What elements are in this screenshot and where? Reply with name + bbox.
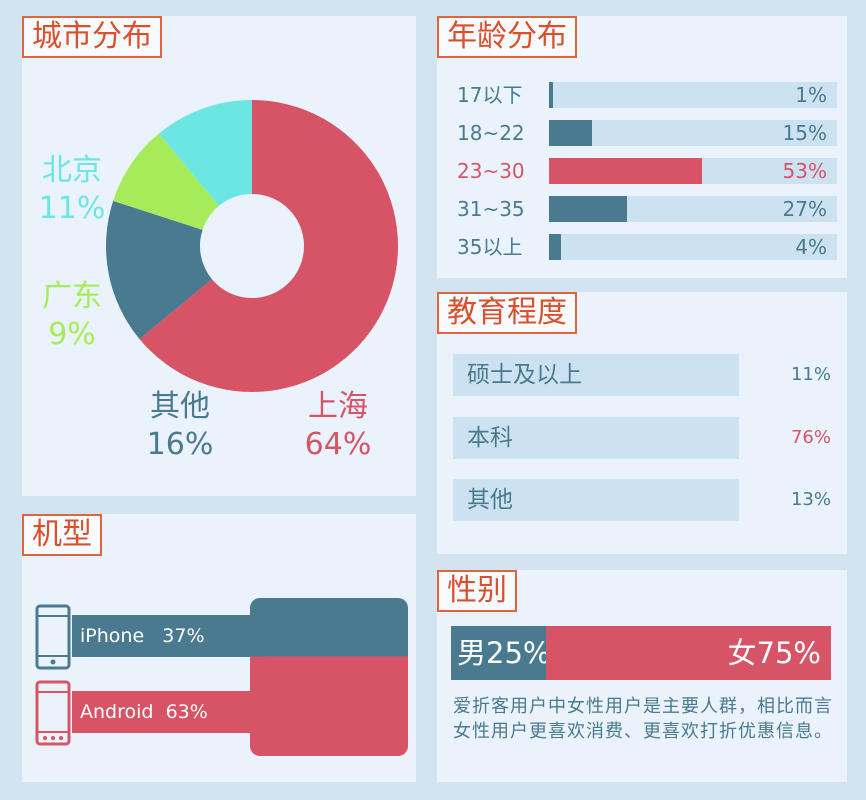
gender-note: 爱折客用户中女性用户是主要人群，相比而言女性用户更喜欢消费、更喜欢打折优惠信息。	[453, 696, 833, 742]
device-box-iphone: iPhone 37%	[72, 615, 266, 657]
pie-slice-北京	[158, 100, 252, 206]
age-value: 27%	[782, 197, 827, 221]
age-bar	[549, 158, 702, 184]
pie-label-beijing-value: 11%	[38, 191, 106, 226]
gender-title: 性别	[437, 570, 517, 612]
connector-iphone	[250, 626, 270, 638]
device-name-iphone: iPhone	[80, 625, 145, 647]
age-label: 17以下	[457, 83, 523, 107]
city-panel: 城市分布 北京 11% 广东 9% 其他 16% 上海 64%	[22, 16, 416, 496]
age-label: 18~22	[457, 121, 525, 145]
device-box-android: Android 63%	[72, 691, 266, 733]
age-title: 年龄分布	[437, 16, 577, 58]
age-value: 15%	[782, 121, 827, 145]
gender-male-name: 男	[457, 636, 487, 670]
device-share-chart	[250, 598, 408, 756]
gender-bar: 男25% 女75%	[451, 626, 831, 680]
pie-label-guangdong-name: 广东	[42, 279, 102, 314]
education-bar: 其他	[453, 479, 739, 521]
pie-label-beijing-name: 北京	[42, 153, 102, 188]
device-value-android: 63%	[165, 701, 208, 723]
gender-female-name: 女	[727, 636, 757, 670]
city-title: 城市分布	[22, 16, 162, 58]
education-title: 教育程度	[437, 292, 577, 334]
age-value: 4%	[795, 235, 827, 259]
age-track: 53%	[549, 158, 837, 184]
education-label: 其他	[467, 487, 513, 513]
education-label: 硕士及以上	[467, 362, 582, 388]
pie-label-shanghai-name: 上海	[308, 389, 368, 424]
age-track: 1%	[549, 82, 837, 108]
pie-label-beijing: 北京 11%	[36, 152, 108, 228]
age-row: 31~35 27%	[437, 196, 847, 222]
education-value: 11%	[790, 364, 831, 385]
device-share-iphone	[250, 598, 408, 657]
pie-label-shanghai-value: 64%	[304, 427, 372, 462]
pie-label-other: 其他 16%	[140, 388, 220, 464]
pie-slice-上海	[139, 100, 399, 393]
age-label: 35以上	[457, 235, 523, 259]
education-value: 13%	[790, 489, 831, 510]
pie-slice-广东	[113, 133, 219, 230]
device-share-android	[250, 656, 408, 756]
age-panel: 年龄分布 17以下 1% 18~22 15% 23~30 53% 31~35 2…	[437, 16, 847, 278]
education-bar: 硕士及以上	[453, 354, 739, 396]
device-title: 机型	[22, 514, 102, 556]
age-row: 17以下 1%	[437, 82, 847, 108]
age-row: 35以上 4%	[437, 234, 847, 260]
phone-icon-android	[35, 680, 71, 746]
gender-panel: 性别 男25% 女75% 爱折客用户中女性用户是主要人群，相比而言女性用户更喜欢…	[437, 570, 847, 782]
gender-male-value: 25%	[486, 636, 551, 670]
age-bar	[549, 196, 627, 222]
education-bar: 本科	[453, 417, 739, 459]
gender-female-value: 75%	[756, 636, 821, 670]
education-value: 76%	[790, 427, 831, 448]
age-row: 18~22 15%	[437, 120, 847, 146]
pie-slice-其他	[106, 200, 212, 340]
pie-label-other-value: 16%	[146, 427, 214, 462]
education-label: 本科	[467, 425, 513, 451]
age-bar	[549, 82, 553, 108]
age-label: 31~35	[457, 197, 525, 221]
age-bar	[549, 234, 561, 260]
age-bar	[549, 120, 593, 146]
age-value: 53%	[782, 159, 827, 183]
age-row: 23~30 53%	[437, 158, 847, 184]
age-value: 1%	[795, 83, 827, 107]
age-track: 27%	[549, 196, 837, 222]
city-donut-chart	[106, 100, 399, 393]
age-label: 23~30	[457, 159, 525, 183]
pie-label-other-name: 其他	[150, 389, 210, 424]
age-track: 4%	[549, 234, 837, 260]
pie-label-shanghai: 上海 64%	[298, 388, 378, 464]
pie-label-guangdong: 广东 9%	[36, 278, 108, 354]
gender-bar-male: 男25%	[451, 626, 550, 680]
age-track: 15%	[549, 120, 837, 146]
education-panel: 教育程度 硕士及以上 11% 本科 76% 其他 13%	[437, 292, 847, 554]
pie-label-guangdong-value: 9%	[48, 317, 96, 352]
device-panel: 机型 iPhone 37% Android 63%	[22, 514, 416, 782]
phone-icon-iphone	[35, 604, 71, 670]
gender-bar-female: 女75%	[546, 626, 831, 680]
device-value-iphone: 37%	[162, 625, 205, 647]
device-name-android: Android	[80, 701, 154, 723]
